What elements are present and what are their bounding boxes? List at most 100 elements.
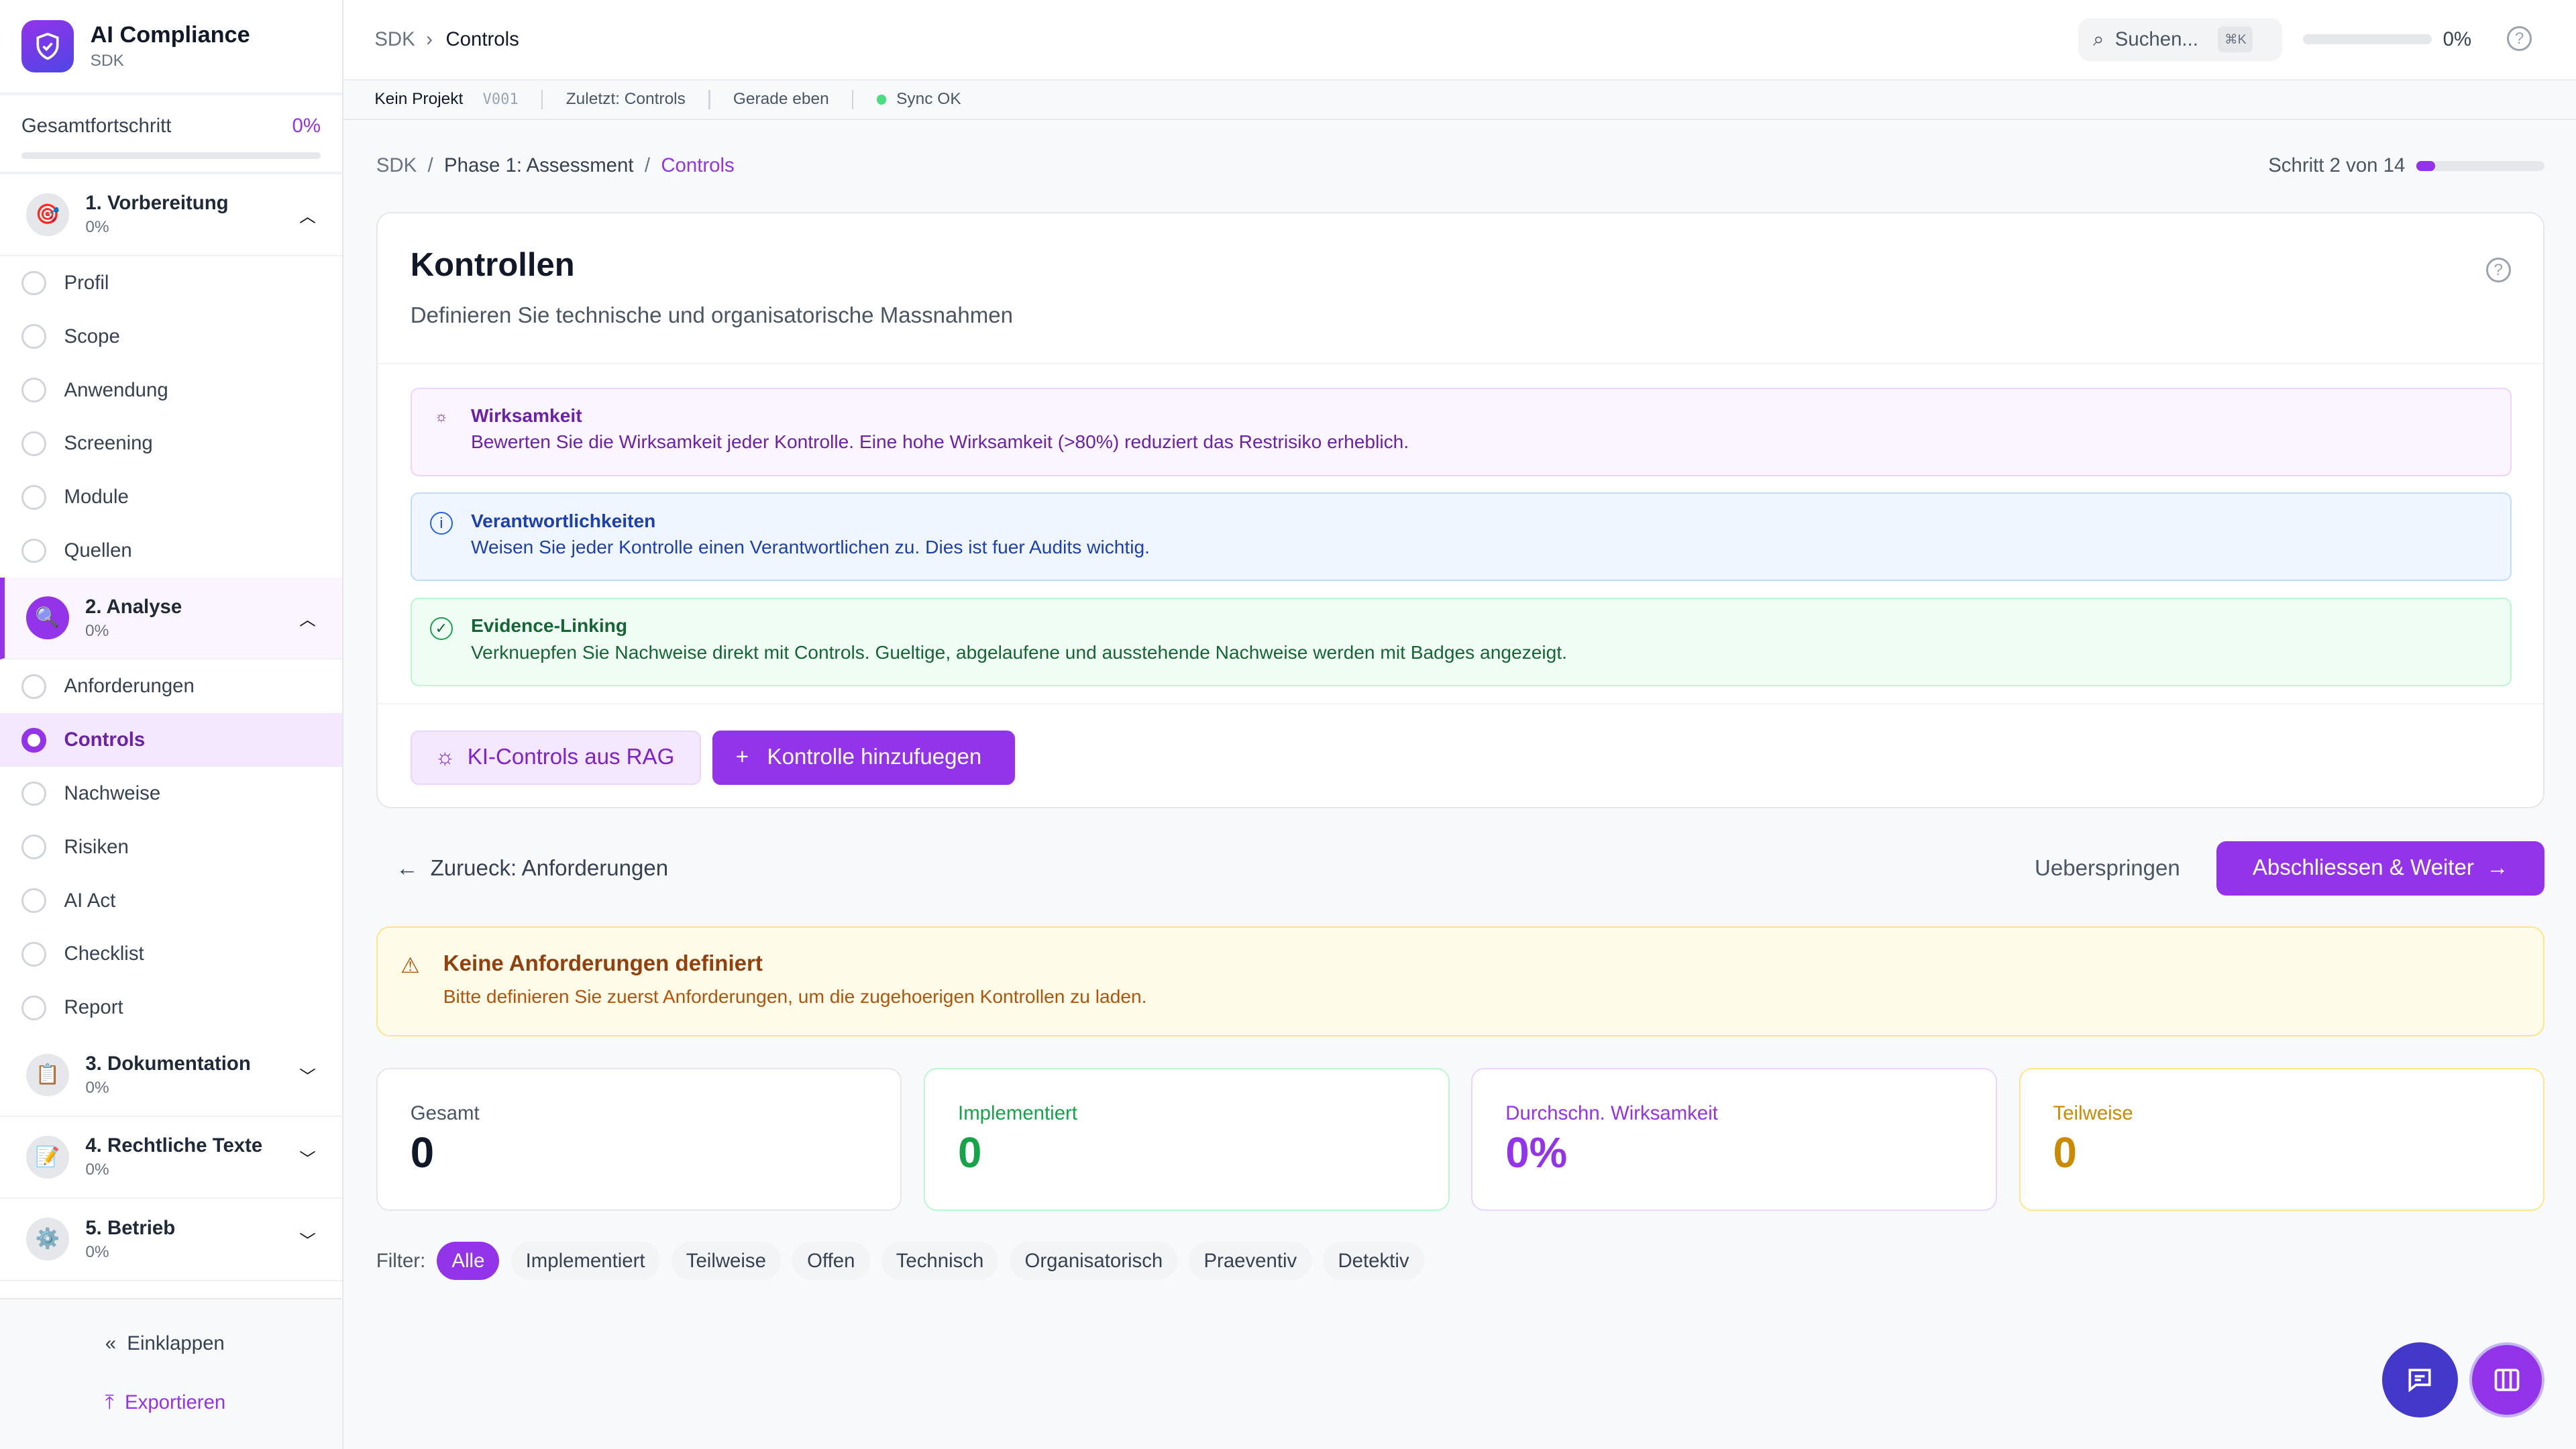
export-button[interactable]: ⤒ Exportieren xyxy=(105,1391,226,1414)
stat-value: 0 xyxy=(410,1128,435,1177)
lightbulb-icon: ☼ xyxy=(434,408,448,425)
chat-button[interactable] xyxy=(2382,1342,2458,1418)
brand-subtitle: SDK xyxy=(90,51,124,70)
sidebar-step[interactable]: Quellen xyxy=(0,524,342,578)
button-label: KI-Controls aus RAG xyxy=(467,745,675,770)
stat-label: Durchschn. Wirksamkeit xyxy=(1505,1102,1718,1124)
sidebar-step[interactable]: Controls xyxy=(0,713,342,767)
stat-value: 0 xyxy=(958,1128,982,1177)
info-verantwortlichkeiten: i Verantwortlichkeiten Weisen Sie jeder Ko… xyxy=(410,492,2512,582)
filter-chip[interactable]: Organisatorisch xyxy=(1010,1242,1178,1280)
version: V001 xyxy=(482,91,519,108)
top-progress-value: 0% xyxy=(2443,28,2472,50)
crumb-root[interactable]: SDK xyxy=(374,28,415,50)
step-label: Schritt 2 von 14 xyxy=(2268,154,2406,177)
shield-check-icon xyxy=(21,19,74,73)
filter-chip[interactable]: Detektiv xyxy=(1323,1242,1424,1280)
complete-next-button[interactable]: Abschliessen & Weiter → xyxy=(2216,841,2545,896)
skip-button[interactable]: Ueberspringen xyxy=(2035,855,2180,881)
filter-chip[interactable]: Teilweise xyxy=(671,1242,781,1280)
ai-controls-rag-button[interactable]: ☼ KI-Controls aus RAG xyxy=(410,730,702,785)
info-text: Weisen Sie jeder Kontrolle einen Verantw… xyxy=(470,537,1150,558)
phase-rechtliche-texte[interactable]: 📝 4. Rechtliche Texte 0% ﹀ xyxy=(0,1117,342,1199)
step-label: Anwendung xyxy=(64,378,168,401)
sidebar-step[interactable]: Screening xyxy=(0,417,342,471)
chevron-up-icon[interactable]: ︿ xyxy=(299,207,316,226)
stat-label: Teilweise xyxy=(2053,1102,2133,1124)
warning-text: Bitte definieren Sie zuerst Anforderunge… xyxy=(443,986,1147,1008)
phase-name: 1. Vorbereitung xyxy=(85,192,229,215)
sidebar-step[interactable]: Anwendung xyxy=(0,364,342,417)
phase-dokumentation[interactable]: 📋 3. Dokumentation 0% ﹀ xyxy=(0,1034,342,1117)
chevron-down-icon[interactable]: ﹀ xyxy=(299,1068,316,1087)
shortcut-badge: ⌘K xyxy=(2218,26,2253,53)
chevron-up-icon[interactable]: ︿ xyxy=(299,611,316,630)
filter-chip[interactable]: Technisch xyxy=(881,1242,999,1280)
sidebar-step[interactable]: AI Act xyxy=(0,874,342,928)
info-wirksamkeit: ☼ Wirksamkeit Bewerten Sie die Wirksamkeit… xyxy=(410,387,2512,476)
overall-progress-bar xyxy=(21,152,321,160)
sidebar-step[interactable]: Risiken xyxy=(0,820,342,874)
phase-pct: 0% xyxy=(85,621,109,640)
stat-value: 0% xyxy=(1505,1128,1568,1177)
sidebar-step[interactable]: Module xyxy=(0,470,342,524)
help-icon[interactable]: ? xyxy=(2485,258,2511,282)
breadcrumb-root[interactable]: SDK xyxy=(376,154,417,177)
button-label: Kontrolle hinzufuegen xyxy=(767,745,982,770)
magnifier-icon: 🔍 xyxy=(25,596,69,640)
controls-card: Kontrollen Definieren Sie technische und … xyxy=(376,211,2545,808)
filter-chip[interactable]: Offen xyxy=(792,1242,870,1280)
check-circle-icon: ✓ xyxy=(429,616,453,641)
filter-chip[interactable]: Praeventiv xyxy=(1189,1242,1312,1280)
step-progress-fill xyxy=(2416,160,2435,171)
sidebar-step[interactable]: Profil xyxy=(0,256,342,310)
step-status-radio xyxy=(21,835,46,860)
step-status-radio xyxy=(21,674,46,699)
columns-icon xyxy=(2494,1368,2520,1391)
sidebar-step[interactable]: Anforderungen xyxy=(0,659,342,713)
chevron-down-icon[interactable]: ﹀ xyxy=(299,1150,316,1169)
phase-vorbereitung[interactable]: 🎯 1. Vorbereitung 0% ︿ xyxy=(0,174,342,257)
phase-analyse[interactable]: 🔍 2. Analyse 0% ︿ xyxy=(0,577,342,660)
info-text: Bewerten Sie die Wirksamkeit jeder Kontr… xyxy=(470,431,1409,453)
topbar: SDK › Controls ⌕ Suchen... ⌘K 0% ? xyxy=(343,0,2576,80)
back-button[interactable]: ← Zurueck: Anforderungen xyxy=(396,856,668,881)
brand: AI Compliance SDK xyxy=(0,0,342,96)
collapse-button[interactable]: « Einklappen xyxy=(105,1332,225,1355)
stat-card: Teilweise 0 xyxy=(2019,1067,2545,1211)
step-label: Controls xyxy=(64,729,146,751)
last-visited: Zuletzt: Controls xyxy=(566,90,686,109)
warning-title: Keine Anforderungen definiert xyxy=(443,951,763,976)
back-label: Zurueck: Anforderungen xyxy=(430,855,669,881)
export-label: Exportieren xyxy=(125,1391,226,1413)
filter-chip[interactable]: Alle xyxy=(437,1242,500,1280)
add-control-button[interactable]: + Kontrolle hinzufuegen xyxy=(712,730,1016,785)
step-label: Checklist xyxy=(64,943,144,965)
step-label: Risiken xyxy=(64,835,129,858)
top-breadcrumb: SDK › Controls xyxy=(374,28,519,51)
step-navigation: ← Zurueck: Anforderungen Ueberspringen A… xyxy=(376,841,2545,897)
breadcrumb-phase[interactable]: Phase 1: Assessment xyxy=(444,154,634,177)
info-text: Verknuepfen Sie Nachweise direkt mit Con… xyxy=(470,641,1567,663)
stat-card: Implementiert 0 xyxy=(924,1067,1450,1211)
stat-label: Implementiert xyxy=(958,1102,1077,1124)
chevron-down-icon[interactable]: ﹀ xyxy=(299,1232,316,1251)
phase-name: 3. Dokumentation xyxy=(85,1052,251,1075)
step-label: AI Act xyxy=(64,889,116,912)
sidebar-step[interactable]: Scope xyxy=(0,310,342,364)
sidebar-step[interactable]: Nachweise xyxy=(0,767,342,820)
step-status-radio xyxy=(21,324,46,350)
help-icon[interactable]: ? xyxy=(2507,26,2532,51)
sidebar-step[interactable]: Report xyxy=(0,981,342,1034)
filter-chip[interactable]: Implementiert xyxy=(511,1242,660,1280)
info-title: Evidence-Linking xyxy=(470,615,628,637)
stat-card: Gesamt 0 xyxy=(376,1067,902,1211)
sidebar-step[interactable]: Checklist xyxy=(0,928,342,981)
search-placeholder: Suchen... xyxy=(2114,28,2198,50)
phase-betrieb[interactable]: ⚙️ 5. Betrieb 0% ﹀ xyxy=(0,1199,342,1281)
search-input[interactable]: ⌕ Suchen... ⌘K xyxy=(2078,17,2282,61)
layout-columns-button[interactable] xyxy=(2469,1342,2545,1418)
warning-triangle-icon: ⚠ xyxy=(400,953,420,977)
step-status-radio xyxy=(21,781,46,806)
step-label: Profil xyxy=(64,271,109,294)
